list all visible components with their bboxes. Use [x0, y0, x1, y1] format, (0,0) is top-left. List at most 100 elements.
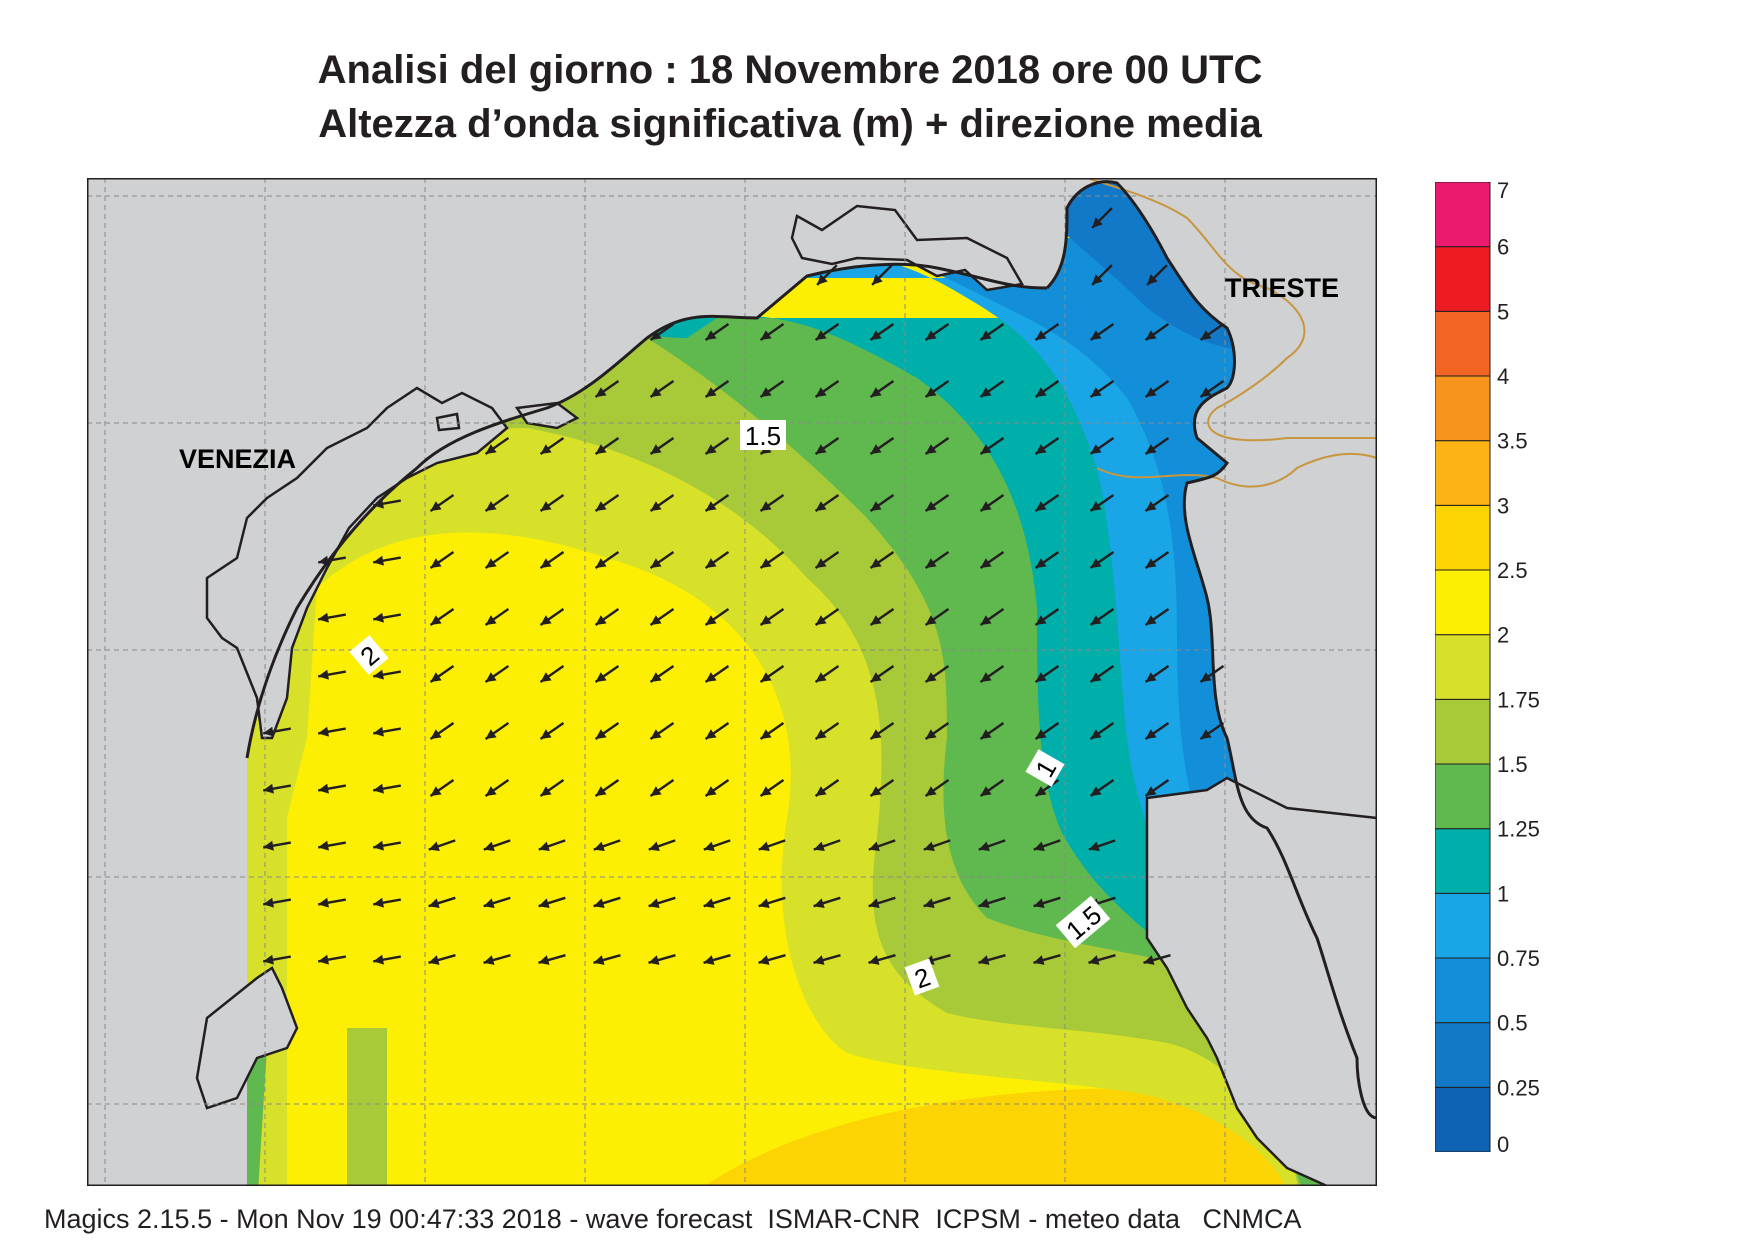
direction-arrow: [759, 379, 785, 399]
colorbar-tick-label: 6: [1497, 235, 1509, 260]
direction-arrow: [979, 436, 1005, 456]
direction-arrow: [318, 783, 346, 794]
direction-arrow: [594, 778, 620, 798]
direction-arrow: [1034, 607, 1060, 627]
direction-arrow: [649, 664, 675, 684]
direction-arrow: [593, 954, 621, 965]
footer-credits: Magics 2.15.5 - Mon Nov 19 00:47:33 2018…: [44, 1204, 1302, 1234]
colorbar-swatch: [1435, 828, 1491, 894]
direction-arrow: [373, 840, 401, 851]
direction-arrow: [1034, 436, 1060, 456]
direction-arrow: [924, 550, 950, 570]
direction-arrow: [758, 896, 786, 908]
direction-arrow: [483, 839, 511, 852]
direction-arrow: [318, 897, 346, 908]
direction-arrow: [814, 379, 840, 399]
direction-arrow: [758, 839, 786, 852]
direction-arrow: [263, 897, 291, 908]
colorbar-swatch: [1435, 375, 1491, 442]
direction-arrow: [704, 550, 730, 570]
direction-arrow: [704, 664, 730, 684]
colorbar-swatch: [1435, 957, 1491, 1024]
direction-arrow: [871, 264, 893, 286]
direction-arrow: [1144, 322, 1170, 342]
colorbar-swatch: [1435, 440, 1491, 506]
direction-arrow: [1144, 436, 1170, 456]
direction-arrow: [1033, 896, 1061, 908]
direction-arrow: [703, 896, 731, 908]
direction-arrow: [704, 607, 730, 627]
direction-arrow: [483, 896, 511, 908]
colorbar-tick-label: 4: [1497, 364, 1509, 389]
direction-arrow: [1144, 550, 1170, 570]
colorbar-tick-label: 0.5: [1497, 1011, 1528, 1036]
direction-arrow: [924, 607, 950, 627]
direction-arrow: [869, 550, 895, 570]
direction-arrow: [704, 436, 730, 456]
direction-arrow: [1033, 839, 1061, 852]
colorbar-tick-label: 5: [1497, 299, 1509, 324]
direction-arrow: [429, 550, 455, 570]
direction-arrow: [539, 436, 565, 456]
direction-arrow: [1034, 379, 1060, 399]
direction-arrow: [1089, 436, 1115, 456]
direction-arrow: [1034, 322, 1060, 342]
direction-arrow: [814, 607, 840, 627]
direction-arrow: [868, 839, 896, 852]
wave-height-map: VENEZIA TRIESTE 1.5 2 1 1.5 2: [87, 178, 1377, 1186]
direction-arrow: [704, 778, 730, 798]
colorbar-tick-label: 1.75: [1497, 687, 1540, 712]
contour-label: 2: [904, 958, 940, 996]
direction-arrow: [594, 607, 620, 627]
direction-arrow: [759, 778, 785, 798]
direction-arrow: [869, 436, 895, 456]
direction-arrow: [318, 612, 346, 623]
direction-arrow: [1034, 493, 1060, 513]
direction-arrows: [263, 207, 1225, 965]
direction-arrow: [263, 783, 291, 794]
direction-arrow: [924, 493, 950, 513]
colorbar-tick-label: 2: [1497, 623, 1509, 648]
direction-arrow: [1089, 379, 1115, 399]
direction-arrow: [869, 379, 895, 399]
colorbar-tick-label: 1.5: [1497, 752, 1528, 777]
direction-arrow: [263, 954, 291, 965]
direction-arrow: [1091, 207, 1113, 229]
direction-arrow: [869, 778, 895, 798]
direction-arrow: [429, 664, 455, 684]
direction-arrow: [1199, 721, 1225, 741]
direction-arrow: [428, 896, 456, 908]
direction-arrow: [924, 778, 950, 798]
direction-arrow: [758, 954, 786, 965]
direction-arrow: [1034, 721, 1060, 741]
colorbar-swatch: [1435, 246, 1491, 312]
direction-arrow: [318, 669, 346, 680]
map-subtitle: Altezza d’onda significativa (m) + direz…: [318, 102, 1262, 146]
direction-arrow: [979, 550, 1005, 570]
direction-arrow: [428, 839, 456, 852]
map-frame: [87, 178, 1377, 1186]
direction-arrow: [484, 493, 510, 513]
direction-arrow: [1088, 954, 1116, 965]
direction-arrow: [429, 721, 455, 741]
direction-arrow: [318, 726, 346, 737]
direction-arrow: [759, 664, 785, 684]
colorbar-tick-label: 0.75: [1497, 946, 1540, 971]
direction-arrow: [594, 493, 620, 513]
direction-arrow: [924, 379, 950, 399]
direction-arrow: [484, 436, 510, 456]
direction-arrow: [649, 550, 675, 570]
direction-arrow: [978, 954, 1006, 965]
band-1-1.25: [247, 308, 1377, 1186]
direction-arrow: [813, 896, 841, 908]
direction-arrow: [649, 721, 675, 741]
direction-arrow: [649, 607, 675, 627]
direction-arrow: [484, 664, 510, 684]
colorbar-swatch: [1435, 504, 1491, 571]
direction-arrow: [923, 896, 951, 908]
direction-arrow: [979, 607, 1005, 627]
direction-arrow: [814, 436, 840, 456]
direction-arrow: [703, 839, 731, 852]
direction-arrow: [1034, 778, 1060, 798]
direction-arrow: [539, 607, 565, 627]
